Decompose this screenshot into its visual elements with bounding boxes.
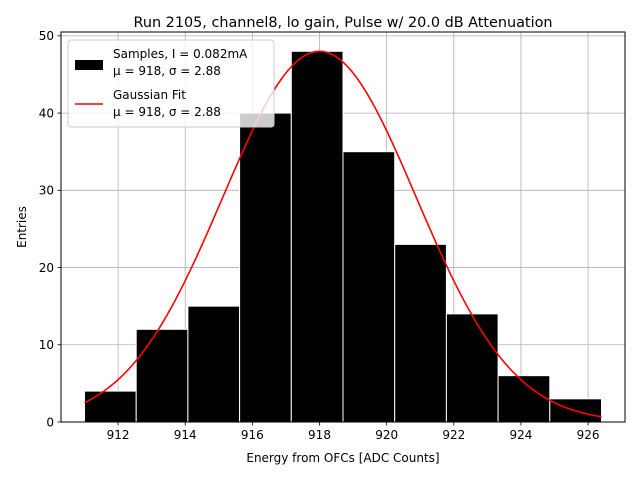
x-tick-label: 918 bbox=[308, 428, 331, 442]
y-axis-label: Entries bbox=[15, 206, 29, 248]
x-tick-label: 912 bbox=[107, 428, 130, 442]
x-tick-label: 920 bbox=[375, 428, 398, 442]
histogram-bar bbox=[239, 112, 292, 423]
legend-box bbox=[67, 39, 275, 128]
histogram-bar bbox=[445, 313, 499, 423]
x-tick-label: 926 bbox=[577, 428, 600, 442]
legend-swatch-samples bbox=[75, 60, 103, 70]
y-tick-label: 0 bbox=[46, 415, 54, 429]
histogram-bars bbox=[84, 50, 602, 423]
y-tick-label: 30 bbox=[39, 184, 54, 198]
x-tick-label: 916 bbox=[241, 428, 264, 442]
y-tick-label: 50 bbox=[39, 29, 54, 43]
gaussian-fit-line bbox=[84, 50, 602, 418]
histogram-bar bbox=[290, 50, 344, 423]
x-axis-label: Energy from OFCs [ADC Counts] bbox=[246, 451, 439, 465]
histogram-bar bbox=[342, 151, 396, 423]
x-tick-label: 914 bbox=[174, 428, 197, 442]
legend-label-samples: Samples, I = 0.082mA bbox=[113, 47, 248, 61]
x-tick-label: 922 bbox=[442, 428, 465, 442]
legend-label-samples-stats: μ = 918, σ = 2.88 bbox=[113, 64, 221, 78]
legend: Samples, I = 0.082mA μ = 918, σ = 2.88 G… bbox=[67, 39, 275, 128]
x-axis-ticks: 912 914 916 918 920 922 924 926 bbox=[107, 422, 600, 442]
y-tick-label: 20 bbox=[39, 261, 54, 275]
gaussian-fit-layer bbox=[84, 50, 602, 418]
y-tick-label: 40 bbox=[39, 106, 54, 120]
histogram-bar bbox=[135, 328, 189, 423]
legend-label-gaussian-fit: Gaussian Fit bbox=[113, 88, 186, 102]
histogram-bar bbox=[187, 305, 241, 423]
axes-frame bbox=[60, 31, 626, 423]
histogram-bar bbox=[394, 243, 447, 423]
x-tick-label: 924 bbox=[509, 428, 532, 442]
y-axis-ticks: 0 10 20 30 40 50 bbox=[39, 29, 61, 429]
y-tick-label: 10 bbox=[39, 338, 54, 352]
legend-label-gaussian-fit-stats: μ = 918, σ = 2.88 bbox=[113, 105, 221, 119]
chart-title: Run 2105, channel8, lo gain, Pulse w/ 20… bbox=[134, 15, 553, 31]
histogram-bar bbox=[84, 390, 137, 423]
